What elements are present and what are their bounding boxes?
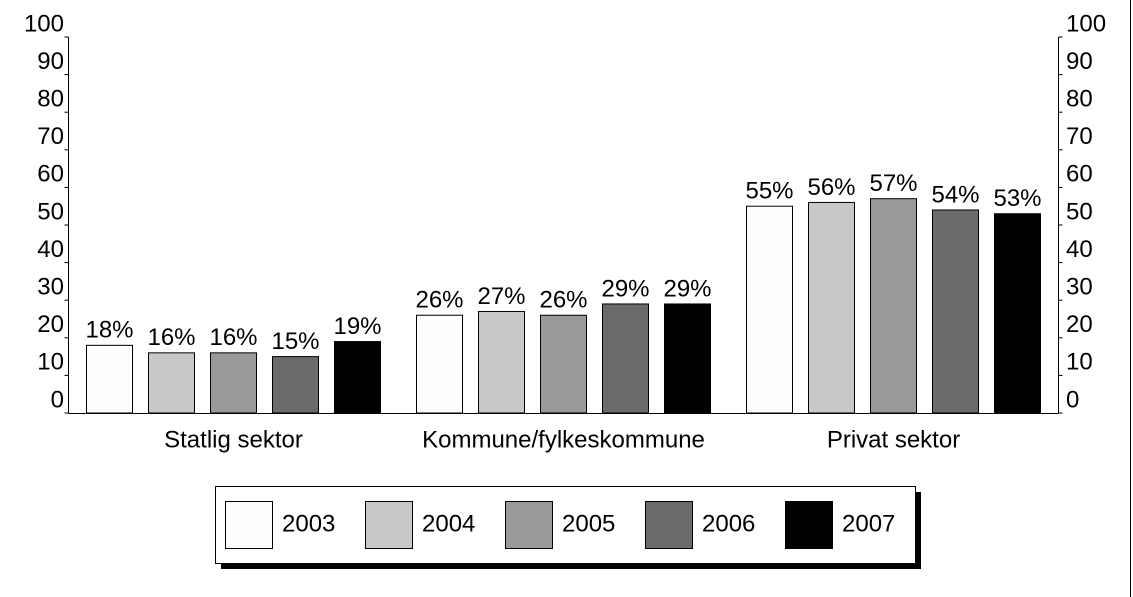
- legend-label: 2003: [282, 510, 335, 537]
- legend-label: 2004: [422, 510, 475, 537]
- value-label: 57%: [869, 170, 917, 197]
- bar: [808, 201, 855, 414]
- bar: [210, 352, 257, 414]
- bar: [86, 344, 133, 414]
- value-label: 29%: [601, 275, 649, 302]
- value-label: 18%: [85, 317, 133, 344]
- legend-swatch: [225, 501, 273, 549]
- y2-tick-label: 20: [1066, 311, 1093, 338]
- y2-tick-label: 80: [1066, 86, 1093, 113]
- legend-swatch: [505, 501, 553, 549]
- y-tick-label: 80: [37, 86, 64, 113]
- value-label: 55%: [745, 178, 793, 205]
- y2-tick-label: 60: [1066, 161, 1093, 188]
- bar: [664, 303, 711, 414]
- bar: [746, 205, 793, 414]
- x-tick-label: Kommune/fylkeskommune: [422, 426, 705, 453]
- y-tick-label: 40: [37, 236, 64, 263]
- value-label: 15%: [271, 328, 319, 355]
- y2-tick-label: 90: [1066, 48, 1093, 75]
- y-tick-label: 100: [24, 10, 64, 37]
- y2-tick-label: 70: [1066, 123, 1093, 150]
- y2-tick-label: 40: [1066, 236, 1093, 263]
- y-tick-label: 50: [37, 198, 64, 225]
- y-tick-label: 60: [37, 161, 64, 188]
- y2-tick-label: 0: [1066, 386, 1079, 413]
- bar: [334, 341, 381, 414]
- value-label: 26%: [539, 287, 587, 314]
- y-tick-label: 10: [37, 349, 64, 376]
- y-tick-label: 0: [51, 386, 64, 413]
- value-label: 19%: [333, 313, 381, 340]
- y-tick-label: 90: [37, 48, 64, 75]
- x-tick-label: Privat sektor: [827, 426, 960, 453]
- legend-label: 2006: [702, 510, 755, 537]
- y2-tick-label: 30: [1066, 274, 1093, 301]
- bar: [994, 213, 1041, 414]
- legend-swatch: [785, 501, 833, 549]
- x-tick-label: Statlig sektor: [164, 426, 303, 453]
- legend-label: 2005: [562, 510, 615, 537]
- y2-tick-label: 50: [1066, 198, 1093, 225]
- bar: [148, 352, 195, 414]
- value-label: 29%: [663, 275, 711, 302]
- y-tick-label: 30: [37, 274, 64, 301]
- legend-swatch: [365, 501, 413, 549]
- y2-tick-label: 100: [1066, 10, 1106, 37]
- bar: [602, 303, 649, 414]
- value-label: 16%: [147, 324, 195, 351]
- y-tick-label: 20: [37, 311, 64, 338]
- value-label: 27%: [477, 283, 525, 310]
- legend-label: 2007: [842, 510, 895, 537]
- bar: [540, 314, 587, 414]
- bar: [416, 314, 463, 414]
- bar: [272, 356, 319, 414]
- value-label: 16%: [209, 324, 257, 351]
- bar: [870, 198, 917, 414]
- value-label: 56%: [807, 174, 855, 201]
- y-tick-label: 70: [37, 123, 64, 150]
- value-label: 26%: [415, 287, 463, 314]
- y2-tick-label: 10: [1066, 349, 1093, 376]
- value-label: 54%: [931, 181, 979, 208]
- value-label: 53%: [993, 185, 1041, 212]
- legend-swatch: [645, 501, 693, 549]
- bar: [478, 310, 525, 414]
- bar: [932, 209, 979, 414]
